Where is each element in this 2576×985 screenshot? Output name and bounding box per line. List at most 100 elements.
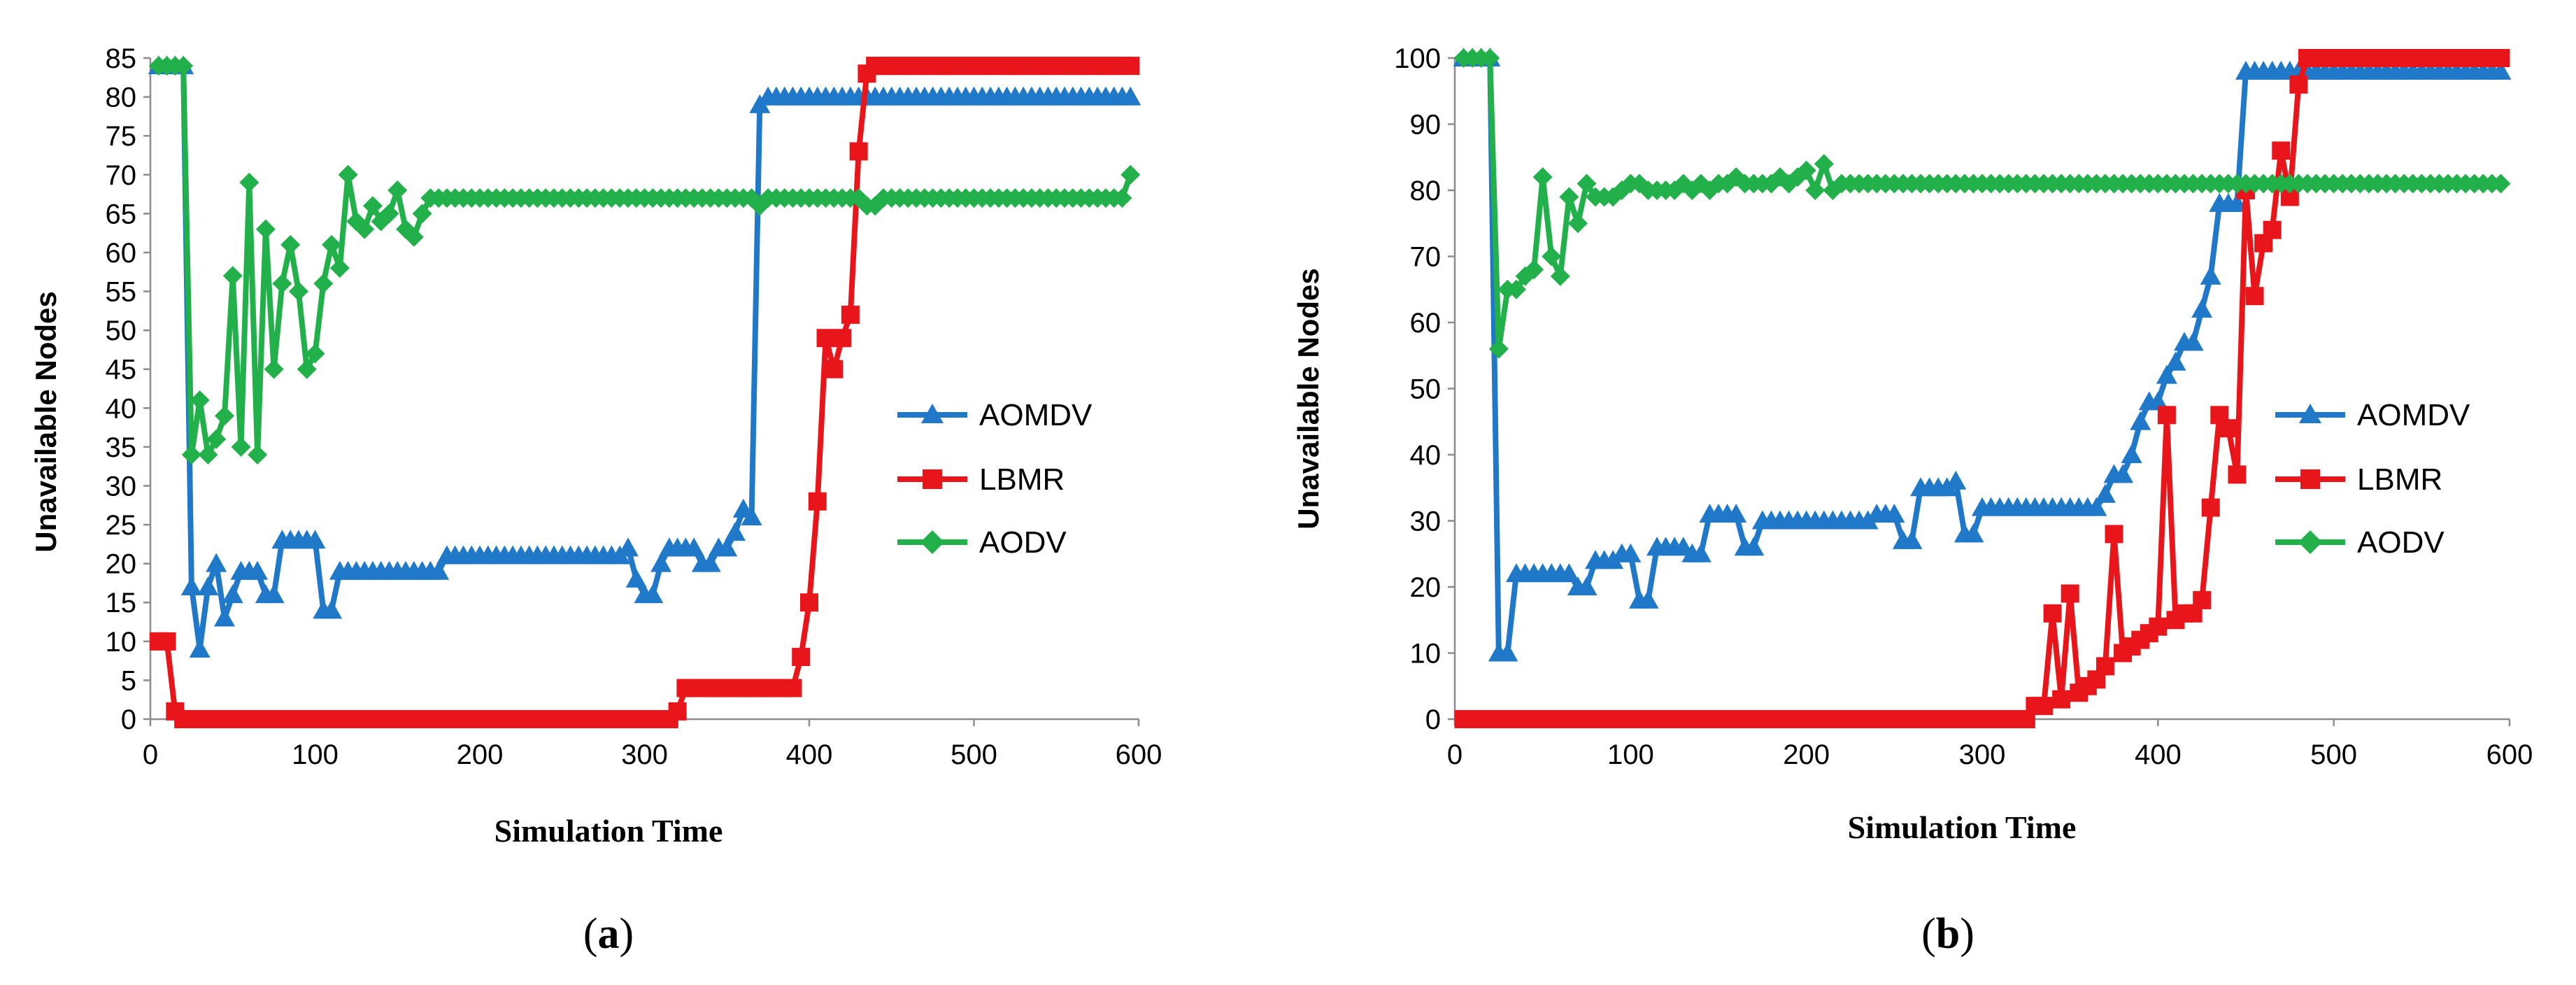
data-point-aomdv bbox=[1743, 537, 1765, 556]
data-point-aodv bbox=[404, 227, 424, 247]
data-point-lbmr bbox=[2193, 590, 2212, 609]
data-point-aodv bbox=[305, 343, 325, 364]
data-point-aomdv bbox=[428, 560, 450, 580]
y-tick-labels-a: 0 5 10 15 20 25 30 35 40 45 50 55 60 65 70 75 80 85 bbox=[106, 43, 137, 735]
data-point-aomdv bbox=[716, 537, 738, 557]
legend-square-marker-b bbox=[2300, 469, 2320, 489]
legend-triangle-marker-b bbox=[2299, 404, 2321, 423]
legend-label-lbmr-b: LBMR bbox=[2357, 462, 2442, 497]
y-tick-label: 40 bbox=[1410, 440, 1442, 471]
x-tick-label: 500 bbox=[2310, 739, 2357, 770]
series-aomdv-a bbox=[148, 55, 1141, 658]
data-point-aodv bbox=[239, 172, 259, 192]
data-point-lbmr bbox=[2105, 525, 2123, 544]
data-point-aomdv bbox=[1901, 530, 1923, 549]
y-tick-label: 40 bbox=[106, 393, 137, 424]
y-tick-label: 70 bbox=[106, 160, 137, 191]
data-point-aomdv bbox=[213, 607, 235, 627]
data-point-lbmr bbox=[2149, 617, 2168, 636]
plot-area-a bbox=[143, 55, 1141, 728]
data-point-aomdv bbox=[1725, 504, 1747, 523]
data-point-aodv bbox=[322, 234, 342, 255]
y-tick-label: 25 bbox=[106, 510, 137, 541]
y-tick-label: 60 bbox=[106, 238, 137, 269]
legend-item-lbmr-a: LBMR bbox=[897, 462, 1065, 497]
data-point-aomdv bbox=[321, 600, 343, 619]
legend-label-lbmr-a: LBMR bbox=[979, 462, 1065, 497]
data-point-aomdv bbox=[2165, 351, 2186, 371]
data-point-aomdv bbox=[2094, 483, 2116, 503]
data-point-lbmr bbox=[2263, 220, 2282, 239]
data-point-lbmr bbox=[668, 702, 687, 721]
x-tick-labels-b: 0 100 200 300 400 500 600 bbox=[1447, 739, 2533, 770]
x-tick-label: 100 bbox=[292, 739, 339, 770]
data-point-aodv bbox=[288, 281, 308, 302]
data-point-aodv bbox=[1480, 48, 1500, 68]
x-tick-label: 0 bbox=[1447, 739, 1463, 770]
data-point-aodv bbox=[387, 180, 408, 200]
data-point-aodv bbox=[338, 164, 358, 185]
y-tick-label: 55 bbox=[106, 277, 137, 308]
data-point-lbmr bbox=[849, 142, 868, 161]
data-point-aomdv bbox=[2130, 411, 2151, 430]
data-point-lbmr bbox=[157, 632, 176, 651]
data-point-lbmr bbox=[2272, 141, 2291, 160]
data-point-aomdv bbox=[189, 638, 211, 658]
series-aodv-a bbox=[148, 56, 1141, 465]
data-point-lbmr bbox=[816, 329, 835, 348]
legend-item-aomdv-b: AOMDV bbox=[2275, 398, 2470, 432]
legend-label-aomdv-a: AOMDV bbox=[979, 398, 1093, 432]
y-tick-label: 70 bbox=[1410, 242, 1442, 273]
data-point-aodv bbox=[181, 445, 201, 465]
data-point-aomdv bbox=[2182, 332, 2204, 351]
data-point-aomdv bbox=[1945, 470, 1967, 490]
caption-b: (b) bbox=[1921, 910, 1974, 958]
data-point-lbmr bbox=[2219, 419, 2237, 438]
legend-diamond-marker-b bbox=[2298, 530, 2322, 554]
y-tick-label: 80 bbox=[106, 83, 137, 113]
y-tick-label: 50 bbox=[106, 316, 137, 346]
data-point-lbmr bbox=[2201, 498, 2220, 517]
data-point-lbmr bbox=[2043, 604, 2062, 623]
data-point-aomdv bbox=[725, 522, 746, 541]
y-tick-label: 10 bbox=[106, 627, 137, 658]
data-point-aodv bbox=[1524, 260, 1544, 280]
data-point-aodv bbox=[362, 196, 383, 216]
data-point-aomdv bbox=[2226, 192, 2248, 212]
data-point-lbmr bbox=[841, 305, 860, 324]
chart-panel-b: 0 10 20 30 40 50 60 70 80 90 100 0 100 200 300 400 500 6… bbox=[1292, 43, 2533, 958]
data-point-aomdv bbox=[304, 530, 326, 549]
y-tick-label: 100 bbox=[1394, 43, 1441, 74]
data-point-aodv bbox=[2491, 173, 2511, 194]
data-point-aodv bbox=[1796, 160, 1816, 180]
data-point-aodv bbox=[1542, 246, 1562, 267]
series-line-lbmr bbox=[1463, 55, 2501, 722]
data-point-lbmr bbox=[1121, 57, 1140, 76]
data-point-lbmr bbox=[2289, 75, 2308, 94]
series-line-aodv bbox=[158, 63, 1133, 458]
legend-square-marker-a bbox=[923, 469, 942, 489]
data-point-aodv bbox=[206, 429, 227, 449]
x-tick-label: 500 bbox=[951, 739, 997, 770]
series-lbmr-b bbox=[1454, 49, 2510, 728]
data-point-aomdv bbox=[1497, 642, 1518, 662]
data-point-lbmr bbox=[2157, 406, 2176, 425]
y-tick-label: 60 bbox=[1410, 308, 1442, 339]
legend-label-aomdv-b: AOMDV bbox=[2357, 398, 2470, 432]
data-point-aodv bbox=[280, 234, 301, 255]
y-tick-label: 65 bbox=[106, 199, 137, 229]
data-point-lbmr bbox=[2052, 690, 2071, 709]
data-point-aodv bbox=[379, 204, 399, 224]
data-point-lbmr bbox=[2228, 465, 2247, 484]
data-point-lbmr bbox=[800, 593, 818, 612]
data-point-lbmr bbox=[2095, 657, 2114, 676]
data-point-lbmr bbox=[792, 648, 811, 667]
legend-triangle-marker-a bbox=[921, 404, 944, 423]
caption-open-paren-b: ( bbox=[1921, 910, 1936, 958]
data-point-aomdv bbox=[1690, 543, 1712, 562]
data-point-aomdv bbox=[247, 560, 269, 580]
data-point-lbmr bbox=[2245, 287, 2264, 306]
series-lbmr-a bbox=[149, 57, 1140, 728]
data-point-aomdv bbox=[1637, 589, 1659, 609]
data-point-aodv bbox=[248, 445, 268, 465]
